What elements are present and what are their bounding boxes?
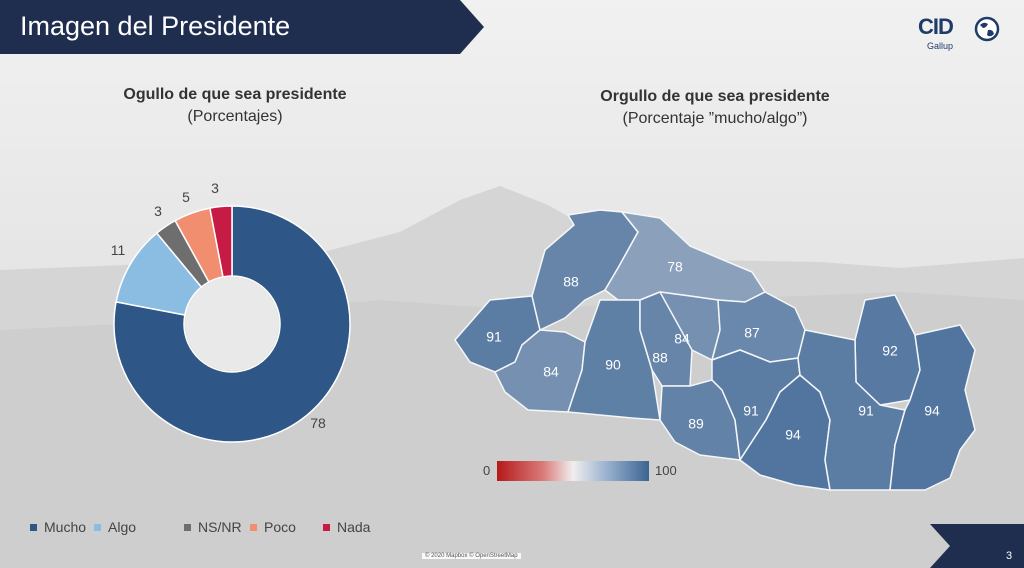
map-region-label: 88 [652, 350, 668, 366]
corner-band [930, 524, 1024, 568]
legend-swatch [323, 523, 330, 531]
donut-value-label: 3 [154, 203, 162, 219]
legend-label: Algo [108, 519, 137, 535]
left-chart-title: Ogullo de que sea presidente (Porcentaje… [90, 86, 380, 126]
map-region-label: 91 [858, 403, 874, 419]
map-regions [454, 209, 976, 491]
color-scale: 0 100 [483, 460, 683, 486]
left-chart-subtitle: (Porcentajes) [187, 108, 283, 125]
map-region-label: 91 [486, 329, 502, 345]
map-region-label: 84 [543, 364, 559, 380]
right-chart-title: Orgullo de que sea presidente (Porcentaj… [540, 88, 890, 128]
map-region-label: 89 [688, 416, 704, 432]
right-chart-title-text: Orgullo de que sea presidente [600, 88, 830, 105]
left-chart-title-text: Ogullo de que sea presidente [123, 86, 347, 103]
map-region-label: 91 [743, 403, 759, 419]
logo-gallup: Gallup [927, 41, 954, 51]
legend-label: Nada [337, 519, 371, 535]
legend-swatch [184, 523, 191, 531]
map-labels: 91 88 78 84 90 88 84 87 89 91 94 92 91 94 [486, 259, 940, 443]
legend-swatch [30, 523, 37, 531]
legend-label: Mucho [44, 519, 87, 535]
map-credit: © 2020 Mapbox © OpenStreetMap [422, 553, 521, 559]
map-region-label: 88 [563, 274, 579, 290]
legend-label: Poco [264, 519, 296, 535]
page-number: 3 [1006, 550, 1013, 562]
donut-value-label: 3 [211, 180, 219, 196]
map-region-label: 94 [785, 427, 801, 443]
donut-hole [185, 277, 279, 371]
legend-item: Mucho [30, 519, 86, 535]
logo-cid: CID [918, 14, 954, 39]
legend-item: Algo [94, 519, 136, 535]
donut-slice-mucho [113, 205, 351, 443]
map-region [567, 299, 661, 421]
cid-gallup-logo: CID Gallup [918, 14, 1008, 54]
legend-label: NS/NR [198, 519, 242, 535]
slide-title: Imagen del Presidente [20, 11, 291, 41]
legend-swatch [94, 523, 101, 531]
donut-value-label: 11 [111, 242, 126, 258]
right-chart-subtitle: (Porcentaje ”mucho/algo”) [622, 110, 808, 127]
scale-min-label: 0 [483, 463, 491, 478]
donut-slice-nada [209, 205, 233, 278]
donut-value-label: 78 [310, 415, 326, 431]
header-band [0, 0, 484, 54]
donut-chart: 78 11 3 5 3 [111, 180, 351, 443]
scale-max-label: 100 [655, 463, 677, 478]
legend-swatch [250, 523, 257, 531]
map-region-label: 92 [882, 343, 898, 359]
map-region-label: 90 [605, 357, 621, 373]
map-region-label: 84 [674, 331, 690, 347]
map-region-label: 94 [924, 403, 940, 419]
donut-value-label: 5 [182, 189, 190, 205]
map-region-label: 78 [667, 259, 683, 275]
globe-icon [974, 16, 1000, 42]
scale-gradient-bar [497, 461, 649, 481]
legend-item: Nada [323, 519, 370, 535]
map-region [889, 324, 976, 491]
legend-item: Poco [250, 519, 296, 535]
map-region-label: 87 [744, 325, 760, 341]
legend-item: NS/NR [184, 519, 242, 535]
